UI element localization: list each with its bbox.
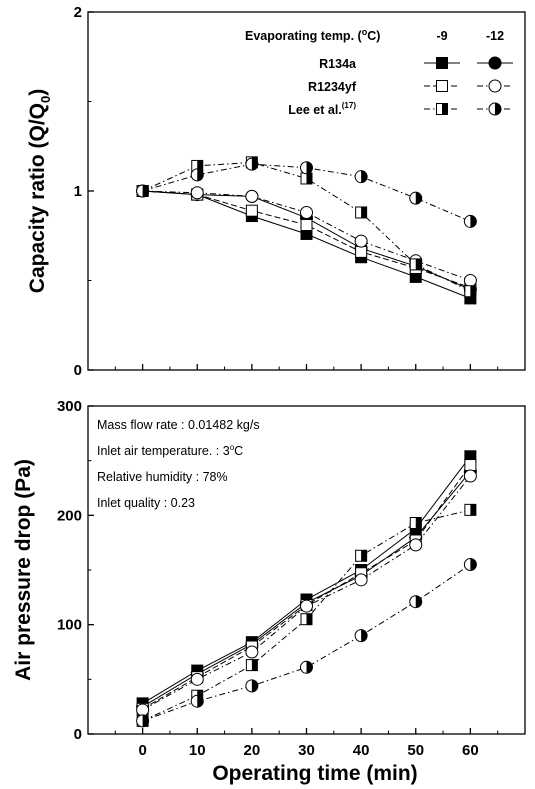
legend-swatch-marker [488,56,502,70]
legend-swatch-marker [436,80,448,92]
annotation-3: Inlet quality : 0.23 [97,496,195,510]
top-ytick-label: 0 [74,362,82,379]
bottom-series-4 [136,503,477,727]
legend-label-2: Lee et al.(17) [288,101,356,117]
annotation-0: Mass flow rate : 0.01482 kg/s [97,418,260,432]
bottom-point [190,672,204,686]
legend-swatch-marker [488,79,502,93]
bottom-point [136,714,150,728]
bottom-point [464,503,477,516]
top-point [300,205,313,219]
bottom-point [409,538,423,552]
bottom-point [463,558,477,572]
bottom-xtick-label: 40 [353,742,370,759]
legend: Evaporating temp. (oC) -9 -12 R134a R1234… [245,27,513,117]
top-point [136,184,150,198]
bottom-point [245,645,259,659]
top-series-5 [136,157,477,228]
bottom-point [463,469,477,483]
bottom-ytick-label: 0 [74,726,82,743]
bottom-point [354,573,368,587]
bottom-point [354,629,368,643]
bottom-series-3 [136,469,477,717]
bottom-ytick-label: 300 [57,398,82,415]
bottom-point [245,679,259,693]
top-point [463,214,477,228]
bottom-point [300,660,313,674]
legend-title: Evaporating temp. (oC) [245,27,380,43]
legend-swatch-marker [488,102,502,116]
legend-col-header-12: -12 [486,29,504,43]
bottom-x-ticks: 0 10 20 30 40 50 60 [114,728,499,759]
top-point [300,219,313,232]
bottom-point [245,659,258,672]
bottom-ytick-label: 200 [57,507,82,524]
bottom-point [136,703,150,717]
annotations: Mass flow rate : 0.01482 kg/s Inlet air t… [97,418,260,510]
top-ytick-label: 2 [74,4,82,21]
top-ytick-label: 1 [74,183,82,200]
top-series-1 [136,184,477,296]
legend-swatch-marker [436,103,448,115]
bottom-y-axis-title: Air pressure drop (Pa) [12,459,35,681]
bottom-point [190,694,204,708]
top-point [464,285,477,298]
bottom-series-group [136,450,477,728]
top-series-0 [136,185,477,305]
bottom-point [464,459,477,472]
legend-rows: R134a R1234yf Lee et al.(17) [288,56,513,117]
top-point [190,168,204,182]
bottom-xtick-label: 0 [138,742,146,759]
top-point [355,206,368,219]
top-point [300,172,313,185]
top-series-group [136,156,477,305]
top-y-axis-title: Capacity ratio (Q/Q0) [26,89,53,293]
bottom-point [409,516,422,529]
bottom-xtick-label: 10 [189,742,206,759]
legend-swatch-marker [436,57,448,69]
bottom-ytick-label: 100 [57,617,82,634]
annotation-2: Relative humidity : 78% [97,470,228,484]
top-point [245,204,258,217]
bottom-xtick-label: 50 [407,742,424,759]
top-point [245,189,259,203]
bottom-xtick-label: 30 [298,742,315,759]
air-pressure-drop-chart: Air pressure drop (Pa) Operating time (m… [12,398,526,785]
capacity-ratio-chart: Capacity ratio (Q/Q0) 0 1 2 Evaporating te… [26,4,526,379]
top-point [409,258,422,271]
top-point [190,186,204,200]
bottom-point [300,613,313,626]
bottom-point [355,549,368,562]
legend-label-1: R1234yf [308,80,357,94]
top-point [355,245,368,258]
top-point [300,161,313,175]
bottom-y-ticks: 0 100 200 300 [57,398,94,743]
top-y-ticks: 0 1 2 [74,4,94,379]
top-point [354,234,368,248]
legend-col-header-9: -9 [436,29,447,43]
bottom-xtick-label: 60 [462,742,479,759]
top-plot-frame [87,11,526,371]
bottom-series-5 [136,558,477,728]
annotation-1: Inlet air temperature. : 3oC [97,443,243,458]
bottom-point [409,595,423,609]
top-point [354,170,368,184]
x-axis-title: Operating time (min) [212,762,417,785]
top-x-ticks [114,364,499,370]
bottom-point [300,599,313,613]
top-point [463,274,477,287]
bottom-xtick-label: 20 [244,742,261,759]
top-point [409,191,423,205]
legend-label-0: R134a [319,57,357,71]
top-point [245,157,259,171]
